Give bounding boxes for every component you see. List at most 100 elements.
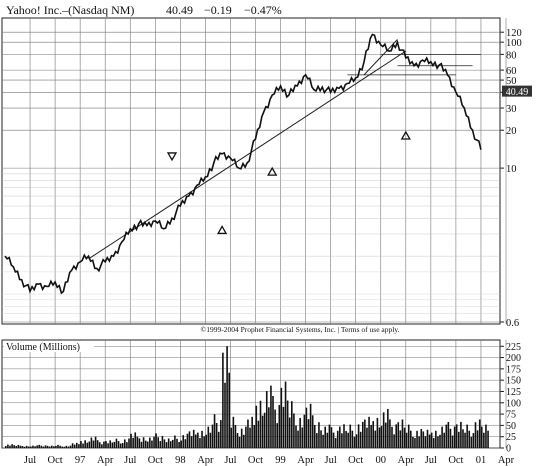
volume-bar	[28, 446, 30, 448]
volume-bar	[76, 442, 78, 448]
volume-bar	[384, 422, 387, 448]
volume-bar	[88, 441, 91, 448]
header-price: 40.49	[166, 3, 193, 17]
volume-bar	[357, 424, 360, 448]
x-tick-label: 99	[275, 455, 286, 466]
volume-bar	[324, 426, 326, 448]
volume-bar	[374, 430, 377, 448]
price-y-tick-label: 30	[506, 104, 517, 115]
volume-bar	[117, 441, 120, 448]
volume-bar	[96, 440, 99, 448]
volume-bar	[476, 430, 479, 448]
volume-bar	[268, 407, 270, 448]
volume-bar	[274, 409, 276, 448]
volume-bar	[353, 436, 356, 448]
volume-bar	[276, 423, 278, 448]
x-tick-label: Oct	[48, 455, 63, 466]
volume-bar	[94, 436, 97, 448]
volume-bar	[32, 445, 34, 448]
volume-bar	[332, 432, 335, 448]
volume-bar	[334, 438, 337, 448]
volume-bar	[326, 432, 329, 448]
volume-y-tick-label: 175	[506, 364, 521, 375]
volume-bar	[399, 430, 402, 448]
volume-bar	[282, 406, 285, 448]
volume-bar	[445, 424, 448, 448]
volume-bar	[447, 422, 450, 448]
price-y-axis: 120100806050403020100.6	[500, 28, 522, 329]
x-tick-label: Jul	[425, 455, 437, 466]
volume-bar	[167, 438, 170, 448]
volume-label-bg	[4, 341, 94, 352]
x-tick-label: 00	[376, 455, 387, 466]
x-tick-label: 97	[75, 455, 86, 466]
volume-y-tick-label: 0	[506, 444, 511, 455]
x-tick-label: Jul	[224, 455, 236, 466]
volume-bar	[13, 445, 15, 448]
volume-bar	[184, 439, 187, 448]
volume-bar	[265, 391, 268, 448]
volume-bar	[288, 417, 291, 448]
x-tick-label: Jul	[325, 455, 337, 466]
volume-bar	[468, 430, 471, 448]
volume-bar	[128, 438, 130, 448]
volume-bar	[63, 446, 66, 448]
volume-bar	[215, 423, 218, 448]
volume-bar	[305, 407, 308, 448]
volume-y-tick-label: 200	[506, 353, 521, 364]
volume-bar	[46, 445, 49, 448]
volume-bar	[209, 432, 212, 448]
volume-bar	[451, 435, 454, 448]
volume-bar	[380, 425, 383, 448]
volume-bar	[190, 436, 193, 448]
volume-bar	[336, 430, 339, 448]
volume-bar	[401, 419, 404, 448]
volume-bar	[222, 352, 224, 448]
volume-bar	[134, 432, 137, 448]
volume-bar	[220, 420, 222, 448]
volume-bar	[15, 445, 18, 448]
volume-bar	[293, 413, 295, 448]
x-tick-label: Oct	[248, 455, 263, 466]
volume-bar	[98, 442, 101, 448]
volume-bar	[472, 433, 475, 448]
volume-bar	[111, 442, 114, 448]
volume-bar	[169, 441, 172, 448]
x-tick-label: Jul	[124, 455, 136, 466]
price-y-tick-label: 0.6	[506, 318, 519, 329]
volume-bar	[121, 443, 124, 448]
volume-bar	[449, 428, 452, 448]
volume-bar	[313, 424, 316, 448]
volume-bar	[211, 424, 214, 448]
volume-bar	[370, 424, 372, 448]
volume-bar	[126, 442, 128, 448]
volume-bar	[291, 401, 293, 448]
volume-bar	[17, 444, 20, 448]
x-tick-label: Apr	[398, 455, 415, 466]
volume-bar	[73, 444, 76, 448]
volume-bar	[328, 424, 331, 448]
volume-bar	[55, 445, 57, 448]
volume-bar	[11, 444, 13, 448]
volume-bar	[186, 433, 189, 448]
price-y-tick-label: 120	[506, 28, 522, 39]
volume-bar	[414, 438, 416, 448]
volume-bar	[69, 445, 72, 448]
volume-bar	[61, 446, 63, 448]
volume-bar	[101, 444, 103, 448]
volume-y-tick-label: 125	[506, 387, 521, 398]
volume-bar	[159, 441, 162, 448]
volume-bar	[36, 445, 38, 448]
volume-bar	[140, 441, 143, 448]
price-panel: 120100806050403020100.6 40.49 ©1999-2004…	[1, 17, 532, 334]
volume-bar	[5, 446, 7, 448]
volume-bar	[441, 426, 443, 448]
volume-bar	[174, 435, 176, 448]
volume-bar	[234, 424, 237, 448]
volume-bar	[146, 441, 149, 448]
volume-bar	[236, 433, 239, 448]
volume-bar	[155, 433, 157, 448]
volume-bar	[366, 427, 368, 448]
